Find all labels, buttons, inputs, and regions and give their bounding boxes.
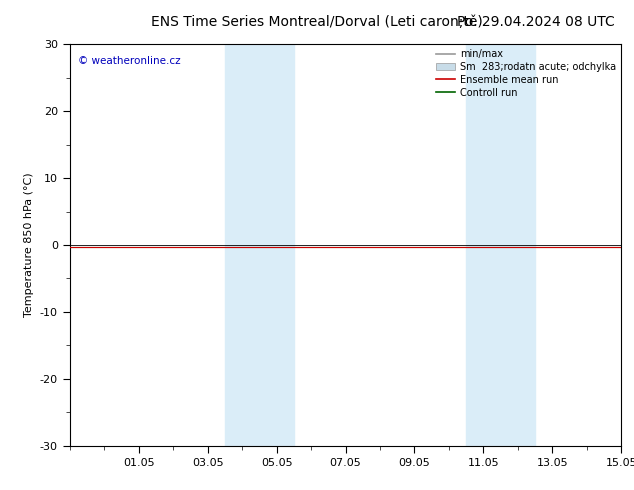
Y-axis label: Temperature 850 hPa (°C): Temperature 850 hPa (°C)	[24, 172, 34, 318]
Text: Po. 29.04.2024 08 UTC: Po. 29.04.2024 08 UTC	[457, 15, 615, 29]
Text: ENS Time Series Montreal/Dorval (Leti caron;tě): ENS Time Series Montreal/Dorval (Leti ca…	[151, 15, 483, 29]
Bar	[225, 44, 294, 446]
Bar	[466, 44, 535, 446]
Legend: min/max, Sm  283;rodatn acute; odchylka, Ensemble mean run, Controll run: min/max, Sm 283;rodatn acute; odchylka, …	[436, 49, 616, 98]
Text: © weatheronline.cz: © weatheronline.cz	[78, 56, 181, 66]
